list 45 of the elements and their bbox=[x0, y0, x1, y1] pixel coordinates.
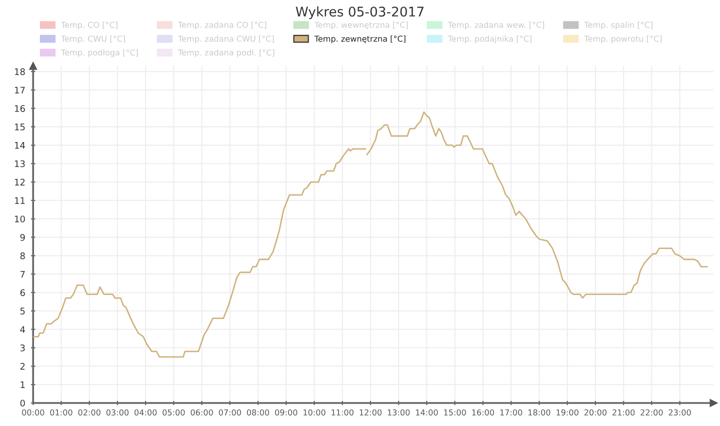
x-tick-label: 11:00 bbox=[332, 409, 354, 416]
legend-label: Temp. zewnętrzna [°C] bbox=[314, 35, 406, 44]
x-tick-label: 05:00 bbox=[162, 409, 185, 416]
y-tick-label: 5 bbox=[20, 308, 25, 314]
x-tick-label: 01:00 bbox=[50, 409, 72, 416]
y-tick-label: 17 bbox=[14, 86, 25, 94]
x-tick-label: 02:00 bbox=[78, 409, 100, 416]
y-tick-label: 15 bbox=[14, 124, 25, 130]
x-tick-label: 20:00 bbox=[584, 409, 607, 416]
x-tick-label: 10:00 bbox=[304, 409, 326, 416]
x-tick-label: 21:00 bbox=[612, 409, 635, 416]
x-tick-label: 14:00 bbox=[416, 409, 438, 416]
x-tick-label: 08:00 bbox=[246, 409, 270, 416]
y-tick-label: 14 bbox=[14, 142, 25, 149]
x-tick-label: 16:00 bbox=[472, 409, 494, 416]
y-tick-label: 16 bbox=[14, 105, 25, 112]
x-tick-label: 00:00 bbox=[22, 409, 44, 416]
x-tick-label: 15:00 bbox=[444, 409, 466, 416]
x-tick-label: 22:00 bbox=[640, 409, 663, 416]
x-tick-label: 23:00 bbox=[668, 409, 691, 416]
y-tick-label: 4 bbox=[20, 326, 25, 333]
y-tick-label: 1 bbox=[20, 381, 25, 388]
y-tick-label: 3 bbox=[20, 344, 25, 352]
x-tick-label: 17:00 bbox=[500, 409, 522, 416]
x-tick-label: 09:00 bbox=[275, 409, 298, 416]
chart-title: Wykres 05-03-2017 bbox=[296, 6, 424, 20]
y-tick-label: 18 bbox=[14, 68, 25, 76]
y-tick-label: 6 bbox=[20, 289, 25, 296]
x-tick-label: 03:00 bbox=[106, 409, 129, 416]
x-tick-label: 07:00 bbox=[218, 409, 241, 416]
y-tick-label: 10 bbox=[14, 216, 25, 222]
x-tick-label: 19:00 bbox=[556, 409, 578, 416]
y-tick-label: 11 bbox=[14, 197, 25, 204]
x-tick-label: 12:00 bbox=[360, 409, 382, 416]
y-tick-label: 0 bbox=[20, 400, 25, 407]
y-tick-label: 2 bbox=[20, 362, 25, 370]
x-tick-label: 06:00 bbox=[190, 409, 213, 416]
y-tick-label: 9 bbox=[20, 234, 25, 241]
x-tick-label: 04:00 bbox=[134, 409, 157, 416]
x-tick-label: 13:00 bbox=[388, 409, 410, 416]
x-tick-label: 18:00 bbox=[528, 409, 550, 416]
y-tick-label: 7 bbox=[20, 270, 25, 278]
y-tick-label: 13 bbox=[14, 160, 25, 168]
y-tick-label: 8 bbox=[20, 252, 25, 260]
y-tick-label: 12 bbox=[14, 178, 25, 186]
